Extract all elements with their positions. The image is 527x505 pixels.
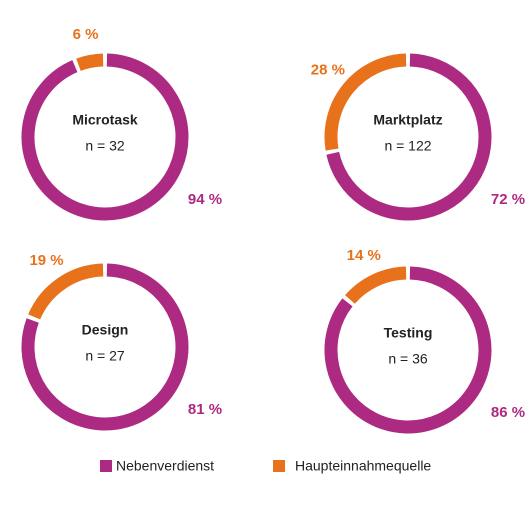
value-label: 28 % (311, 62, 345, 79)
value-label: 94 % (188, 191, 222, 208)
donut-title: Microtask (72, 112, 138, 128)
legend-label: Haupteinnahmequelle (295, 458, 431, 474)
donut-subtitle: n = 32 (85, 138, 125, 154)
donut-segment (345, 266, 407, 304)
donut-subtitle: n = 122 (384, 138, 431, 154)
legend-swatch (273, 460, 285, 472)
donut-segment (21, 53, 189, 221)
donut-segment (28, 263, 104, 320)
value-label: 6 % (73, 26, 99, 43)
donut-subtitle: n = 36 (388, 351, 428, 367)
value-label: 72 % (491, 191, 525, 208)
legend-swatch (100, 460, 112, 472)
value-label: 81 % (188, 401, 222, 418)
donut-segment (21, 263, 189, 431)
donut-title: Design (82, 322, 129, 338)
donut-segment (326, 53, 492, 221)
donut-title: Testing (384, 325, 433, 341)
donut-segment (76, 53, 104, 71)
legend-label: Nebenverdienst (116, 458, 214, 474)
value-label: 19 % (29, 252, 63, 269)
donut-subtitle: n = 27 (85, 348, 125, 364)
donut-title: Marktplatz (373, 112, 442, 128)
value-label: 14 % (347, 247, 381, 264)
donut-segment (324, 53, 407, 151)
donut-segment (324, 266, 492, 434)
value-label: 86 % (491, 404, 525, 421)
